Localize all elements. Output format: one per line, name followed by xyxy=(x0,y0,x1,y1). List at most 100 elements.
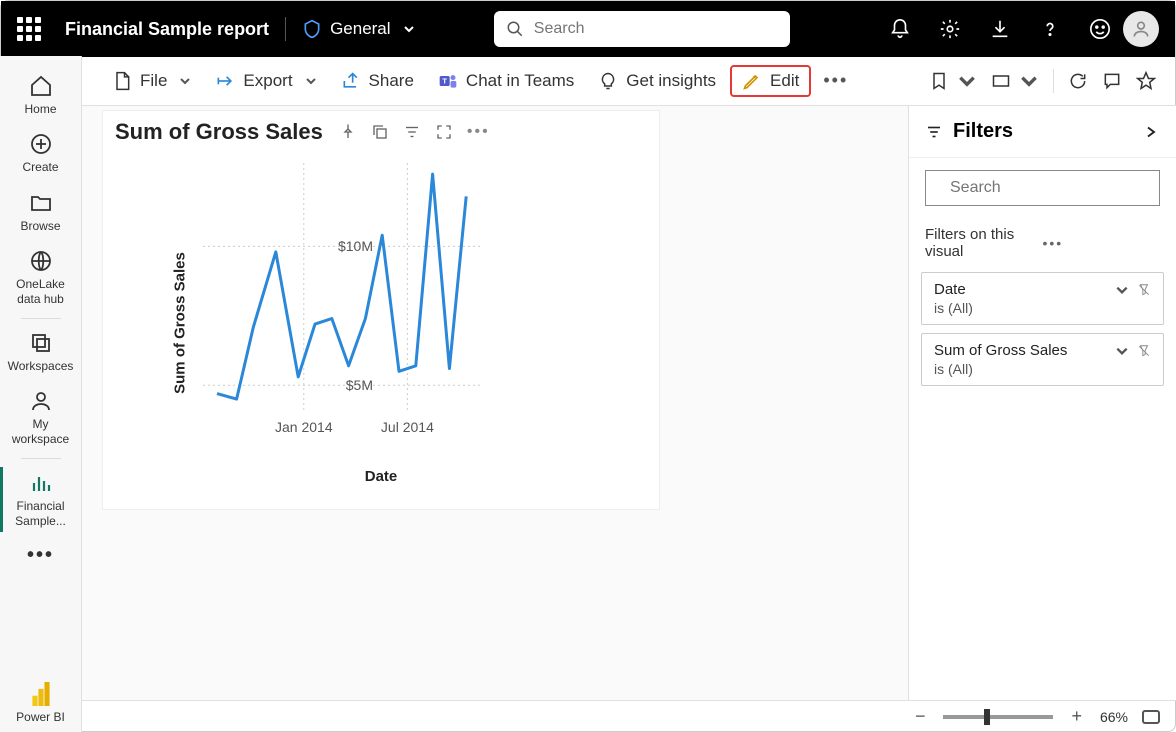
nav-current-report-label: Financial Sample... xyxy=(5,499,77,528)
app-launcher-icon[interactable] xyxy=(17,17,41,41)
nav-powerbi-label: Power BI xyxy=(16,710,65,724)
nav-powerbi[interactable]: Power BI xyxy=(5,674,77,732)
favorite-icon[interactable] xyxy=(1136,71,1156,91)
feedback-icon[interactable] xyxy=(1089,18,1111,40)
filters-title: Filters xyxy=(953,120,1132,143)
x-tick-label: Jul 2014 xyxy=(381,419,434,435)
help-icon[interactable] xyxy=(1039,18,1061,40)
filter-card-value: is (All) xyxy=(934,361,1151,377)
collapse-icon[interactable] xyxy=(1142,123,1160,141)
nav-onelake[interactable]: OneLake data hub xyxy=(5,241,77,314)
cmd-chat-teams[interactable]: T Chat in Teams xyxy=(428,65,584,97)
onelake-icon xyxy=(29,249,53,273)
cmd-share-label: Share xyxy=(369,71,414,91)
svg-text:T: T xyxy=(442,76,447,85)
cmd-share[interactable]: Share xyxy=(331,65,424,97)
chevron-down-icon[interactable] xyxy=(957,71,977,91)
cmd-get-insights[interactable]: Get insights xyxy=(588,65,726,97)
pencil-icon xyxy=(742,71,762,91)
visual-title: Sum of Gross Sales xyxy=(115,119,323,145)
filter-card-name: Sum of Gross Sales xyxy=(934,342,1107,359)
powerbi-icon xyxy=(29,682,53,706)
nav-current-report[interactable]: Financial Sample... xyxy=(5,463,77,536)
file-icon xyxy=(112,71,132,91)
status-bar: − + 66% xyxy=(82,700,1176,732)
nav-workspaces-label: Workspaces xyxy=(8,359,74,373)
cmd-get-insights-label: Get insights xyxy=(626,71,716,91)
copy-icon[interactable] xyxy=(371,123,389,141)
cmd-more[interactable]: ••• xyxy=(815,70,856,91)
zoom-percent: 66% xyxy=(1100,709,1128,725)
zoom-out-button[interactable]: − xyxy=(911,706,930,727)
filters-pane: Filters Filters on this visual ••• Date … xyxy=(908,106,1176,700)
filters-search[interactable] xyxy=(925,170,1160,206)
search-input[interactable] xyxy=(534,20,778,38)
nav-my-workspace[interactable]: My workspace xyxy=(5,381,77,454)
clear-filter-icon[interactable] xyxy=(1137,283,1151,297)
cmd-export[interactable]: Export xyxy=(205,65,326,97)
clear-filter-icon[interactable] xyxy=(1137,344,1151,358)
refresh-icon[interactable] xyxy=(1068,71,1088,91)
workspaces-icon xyxy=(29,331,53,355)
filters-section-header: Filters on this visual ••• xyxy=(909,218,1176,268)
report-canvas[interactable]: Sum of Gross Sales ••• Sum of Gross Sale… xyxy=(82,106,908,700)
pin-icon[interactable] xyxy=(339,123,357,141)
divider xyxy=(1053,69,1054,93)
chevron-down-icon xyxy=(403,23,415,35)
lightbulb-icon xyxy=(598,71,618,91)
filters-section-label: Filters on this visual xyxy=(925,226,1043,260)
nav-create[interactable]: Create xyxy=(5,124,77,182)
notifications-icon[interactable] xyxy=(889,18,911,40)
filters-section-more[interactable]: ••• xyxy=(1043,235,1161,251)
nav-browse-label: Browse xyxy=(20,219,60,233)
nav-my-workspace-label: My workspace xyxy=(5,417,77,446)
sensitivity-label: General xyxy=(330,19,390,39)
nav-workspaces[interactable]: Workspaces xyxy=(5,323,77,381)
create-icon xyxy=(29,132,53,156)
nav-create-label: Create xyxy=(22,160,58,174)
nav-home-label: Home xyxy=(24,102,56,116)
search-icon xyxy=(506,20,524,38)
comment-icon[interactable] xyxy=(1102,71,1122,91)
person-icon xyxy=(1131,19,1151,39)
home-icon xyxy=(29,74,53,98)
filter-icon xyxy=(925,123,943,141)
filter-card[interactable]: Sum of Gross Sales is (All) xyxy=(921,333,1164,386)
sensitivity-dropdown[interactable]: General xyxy=(302,19,414,39)
chevron-down-icon[interactable] xyxy=(1019,71,1039,91)
bookmark-icon[interactable] xyxy=(929,71,949,91)
nav-browse[interactable]: Browse xyxy=(5,183,77,241)
account-avatar[interactable] xyxy=(1123,11,1159,47)
chevron-down-icon xyxy=(1115,344,1129,358)
cmd-edit[interactable]: Edit xyxy=(730,65,811,97)
visual-more[interactable]: ••• xyxy=(467,123,490,141)
fit-to-page-icon[interactable] xyxy=(1142,710,1160,724)
nav-more[interactable]: ••• xyxy=(19,536,62,575)
chevron-down-icon xyxy=(305,75,317,87)
nav-home[interactable]: Home xyxy=(5,66,77,124)
divider xyxy=(21,458,61,459)
y-axis-title: Sum of Gross Sales xyxy=(171,252,188,394)
divider xyxy=(21,318,61,319)
view-icon[interactable] xyxy=(991,71,1011,91)
filter-icon[interactable] xyxy=(403,123,421,141)
x-tick-label: Jan 2014 xyxy=(275,419,333,435)
line-chart-visual[interactable]: Sum of Gross Sales ••• Sum of Gross Sale… xyxy=(102,110,660,510)
report-title: Financial Sample report xyxy=(65,19,269,40)
zoom-slider[interactable] xyxy=(943,715,1053,719)
settings-icon[interactable] xyxy=(939,18,961,40)
cmd-file[interactable]: File xyxy=(102,65,201,97)
zoom-in-button[interactable]: + xyxy=(1067,706,1086,727)
filter-card-name: Date xyxy=(934,281,1107,298)
filter-card[interactable]: Date is (All) xyxy=(921,272,1164,325)
global-search[interactable] xyxy=(494,11,790,47)
cmd-export-label: Export xyxy=(243,71,292,91)
cmd-edit-label: Edit xyxy=(770,71,799,91)
shield-icon xyxy=(302,19,322,39)
chevron-down-icon xyxy=(1115,283,1129,297)
filters-search-input[interactable] xyxy=(950,179,1157,197)
download-icon[interactable] xyxy=(989,18,1011,40)
cmd-file-label: File xyxy=(140,71,167,91)
focus-icon[interactable] xyxy=(435,123,453,141)
browse-icon xyxy=(29,191,53,215)
